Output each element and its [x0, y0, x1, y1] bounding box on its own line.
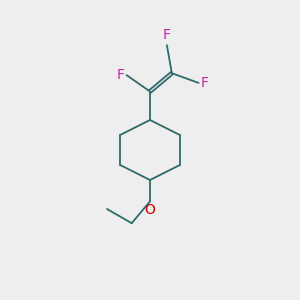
- Text: F: F: [201, 76, 209, 90]
- Text: O: O: [145, 202, 155, 217]
- Text: F: F: [116, 68, 124, 82]
- Text: F: F: [163, 28, 171, 42]
